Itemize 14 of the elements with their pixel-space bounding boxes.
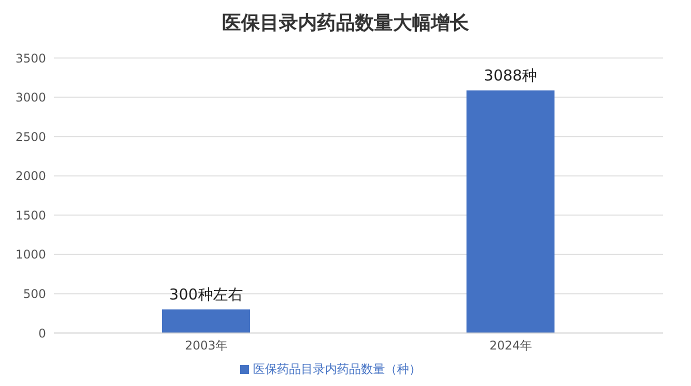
legend-label: 医保药品目录内药品数量（种） bbox=[253, 362, 421, 376]
y-tick-label: 3000 bbox=[15, 90, 46, 105]
y-tick-label: 0 bbox=[38, 326, 46, 340]
y-tick-label: 2500 bbox=[15, 130, 46, 144]
y-tick-label: 1000 bbox=[15, 248, 46, 262]
y-tick-label: 3500 bbox=[15, 51, 46, 66]
y-tick-label: 500 bbox=[23, 286, 46, 301]
x-tick-label: 2003年 bbox=[184, 338, 228, 353]
y-tick-label: 1500 bbox=[15, 208, 46, 222]
data-label: 300种左右 bbox=[169, 285, 243, 304]
y-tick-label: 2000 bbox=[15, 169, 46, 184]
chart-title: 医保目录内药品数量大幅增长 bbox=[221, 11, 470, 36]
data-label: 3088种 bbox=[484, 66, 538, 84]
x-tick-label: 2024年 bbox=[489, 338, 532, 353]
